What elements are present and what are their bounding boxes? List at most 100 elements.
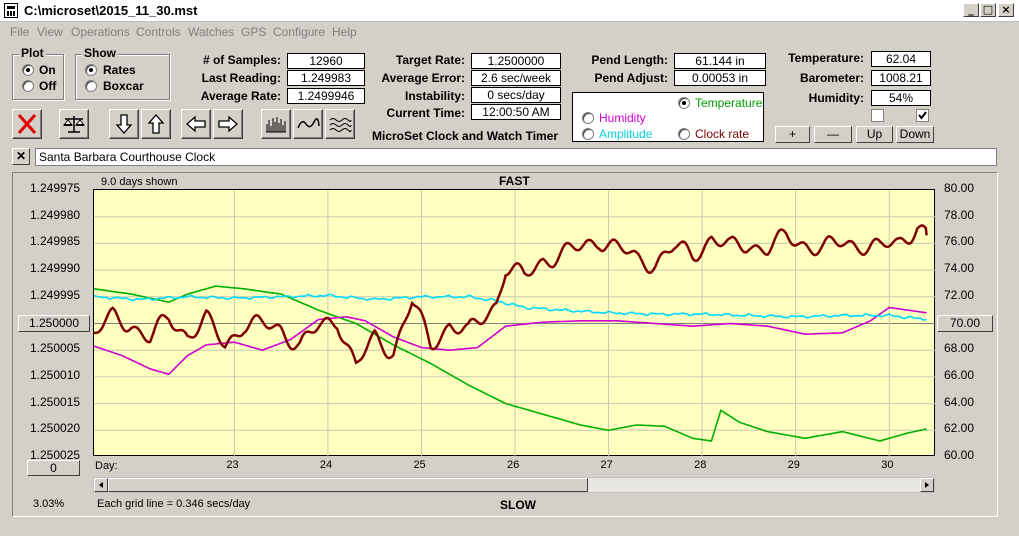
left-checkbox[interactable] bbox=[871, 109, 884, 122]
instability-value: 0 secs/day bbox=[471, 87, 561, 103]
plot-off-radio[interactable] bbox=[22, 80, 34, 92]
scroll-left-button[interactable] bbox=[94, 478, 108, 492]
clear-button[interactable] bbox=[12, 109, 42, 139]
samples-value: 12960 bbox=[287, 53, 365, 69]
scroll-right-button[interactable] bbox=[920, 478, 934, 492]
right-tick-label: 64.00 bbox=[944, 394, 975, 409]
chart-panel bbox=[12, 172, 998, 517]
show-group bbox=[75, 54, 170, 100]
x-tick-label: 30 bbox=[881, 459, 894, 471]
pend-adjust-value: 0.00053 in bbox=[674, 70, 766, 86]
maximize-button[interactable]: □ bbox=[980, 3, 996, 17]
current-time-value: 12:00:50 AM bbox=[471, 104, 561, 120]
plus-button[interactable]: + bbox=[775, 126, 810, 143]
trace-temperature-radio[interactable] bbox=[678, 97, 690, 109]
right-arrow-button[interactable] bbox=[213, 109, 243, 139]
menu-file[interactable]: File bbox=[10, 25, 30, 39]
left-tick-label: 1.249990 bbox=[30, 261, 81, 276]
menu-controls[interactable]: Controls bbox=[136, 25, 181, 39]
right-tick-label: 60.00 bbox=[944, 448, 975, 462]
percent-label: 3.03% bbox=[33, 498, 65, 510]
right-tick-label: 66.00 bbox=[944, 367, 975, 382]
down-button[interactable]: Down bbox=[896, 126, 934, 143]
current-time-label: Current Time: bbox=[386, 106, 465, 120]
target-rate-value[interactable]: 1.2500000 bbox=[471, 53, 561, 69]
trace-clock-rate-label: Clock rate bbox=[695, 127, 750, 141]
multi-wave-button[interactable] bbox=[325, 109, 355, 139]
average-rate-label: Average Rate: bbox=[200, 89, 281, 103]
trace-amplitude-label: Amplitude bbox=[599, 127, 653, 141]
instability-label: Instability: bbox=[404, 89, 465, 103]
temperature-label: Temperature: bbox=[788, 51, 864, 65]
down-arrow-button[interactable] bbox=[109, 109, 139, 139]
scroll-thumb[interactable] bbox=[108, 478, 588, 492]
clock-name-close-button[interactable]: ✕ bbox=[12, 148, 30, 165]
wave-button[interactable] bbox=[293, 109, 323, 139]
left-tick-label: 1.250015 bbox=[30, 394, 81, 409]
target-rate-label: Target Rate: bbox=[395, 53, 465, 67]
right-tick-label: 74.00 bbox=[944, 261, 975, 276]
plot-group-title: Plot bbox=[19, 46, 46, 60]
minimize-button[interactable]: _ bbox=[963, 3, 979, 17]
left-tick-label: 1.250020 bbox=[30, 421, 81, 436]
trace-amplitude-radio[interactable] bbox=[582, 128, 594, 140]
menu-view[interactable]: View bbox=[37, 25, 63, 39]
pend-length-value[interactable]: 61.144 in bbox=[674, 53, 766, 69]
histogram-button[interactable] bbox=[261, 109, 291, 139]
multi-wave-icon bbox=[329, 118, 352, 132]
arrow-up-icon bbox=[147, 114, 165, 134]
center-rate-button[interactable]: 1.250000 bbox=[18, 315, 90, 332]
app-icon bbox=[4, 3, 18, 18]
left-tick-label: 1.249975 bbox=[30, 181, 81, 195]
trace-humidity-radio[interactable] bbox=[582, 112, 594, 124]
balance-button[interactable] bbox=[59, 109, 89, 139]
pend-adjust-label: Pend Adjust: bbox=[594, 71, 668, 85]
arrow-down-icon bbox=[115, 114, 133, 134]
menu-gps[interactable]: GPS bbox=[241, 25, 267, 39]
x-tick-label: 27 bbox=[600, 459, 613, 471]
menu-bar: File View Operations Controls Watches GP… bbox=[0, 22, 1019, 42]
right-center-button[interactable]: 70.00 bbox=[937, 315, 993, 332]
plot-area bbox=[93, 189, 936, 457]
show-rates-radio[interactable] bbox=[85, 64, 97, 76]
x-tick-label: 29 bbox=[787, 459, 800, 471]
trace-clock-rate-radio[interactable] bbox=[678, 128, 690, 140]
show-boxcar-radio[interactable] bbox=[85, 80, 97, 92]
minus-button[interactable]: — bbox=[814, 126, 852, 143]
close-x-icon bbox=[17, 114, 37, 134]
menu-configure[interactable]: Configure bbox=[273, 25, 326, 39]
x-tick-label: 23 bbox=[226, 459, 239, 471]
temperature-value: 62.04 bbox=[871, 51, 931, 67]
plot-on-radio[interactable] bbox=[22, 64, 34, 76]
right-checkbox[interactable] bbox=[916, 109, 929, 122]
series-humidity bbox=[94, 306, 927, 376]
barometer-value: 1008.21 bbox=[871, 70, 931, 86]
app-caption: MicroSet Clock and Watch Timer bbox=[372, 129, 559, 143]
right-tick-label: 78.00 bbox=[944, 207, 975, 222]
up-arrow-button[interactable] bbox=[141, 109, 171, 139]
clock-name-field[interactable]: Santa Barbara Courthouse Clock bbox=[35, 148, 997, 166]
left-arrow-button[interactable] bbox=[181, 109, 211, 139]
horizontal-scrollbar[interactable] bbox=[93, 477, 935, 493]
show-rates-label: Rates bbox=[103, 63, 136, 77]
right-tick-label: 72.00 bbox=[944, 287, 975, 302]
samples-label: # of Samples: bbox=[202, 53, 281, 67]
humidity-label: Humidity: bbox=[808, 91, 864, 105]
series-temperature bbox=[94, 285, 927, 442]
menu-watches[interactable]: Watches bbox=[188, 25, 235, 39]
bar-histogram-icon bbox=[266, 117, 286, 133]
menu-operations[interactable]: Operations bbox=[71, 25, 130, 39]
left-tick-label: 1.250025 bbox=[30, 448, 81, 462]
plot-group bbox=[12, 54, 64, 100]
plot-off-label: Off bbox=[39, 79, 57, 93]
close-button[interactable]: × bbox=[998, 3, 1014, 17]
up-button[interactable]: Up bbox=[856, 126, 893, 143]
right-tick-label: 76.00 bbox=[944, 234, 975, 249]
series-clock-rate bbox=[94, 224, 928, 365]
series-amplitude bbox=[94, 293, 927, 321]
wave-icon bbox=[297, 118, 320, 129]
menu-help[interactable]: Help bbox=[332, 25, 357, 39]
x-tick-label: 25 bbox=[413, 459, 426, 471]
offset-button[interactable]: 0 bbox=[27, 460, 80, 476]
grid-note: Each grid line = 0.346 secs/day bbox=[97, 498, 251, 510]
